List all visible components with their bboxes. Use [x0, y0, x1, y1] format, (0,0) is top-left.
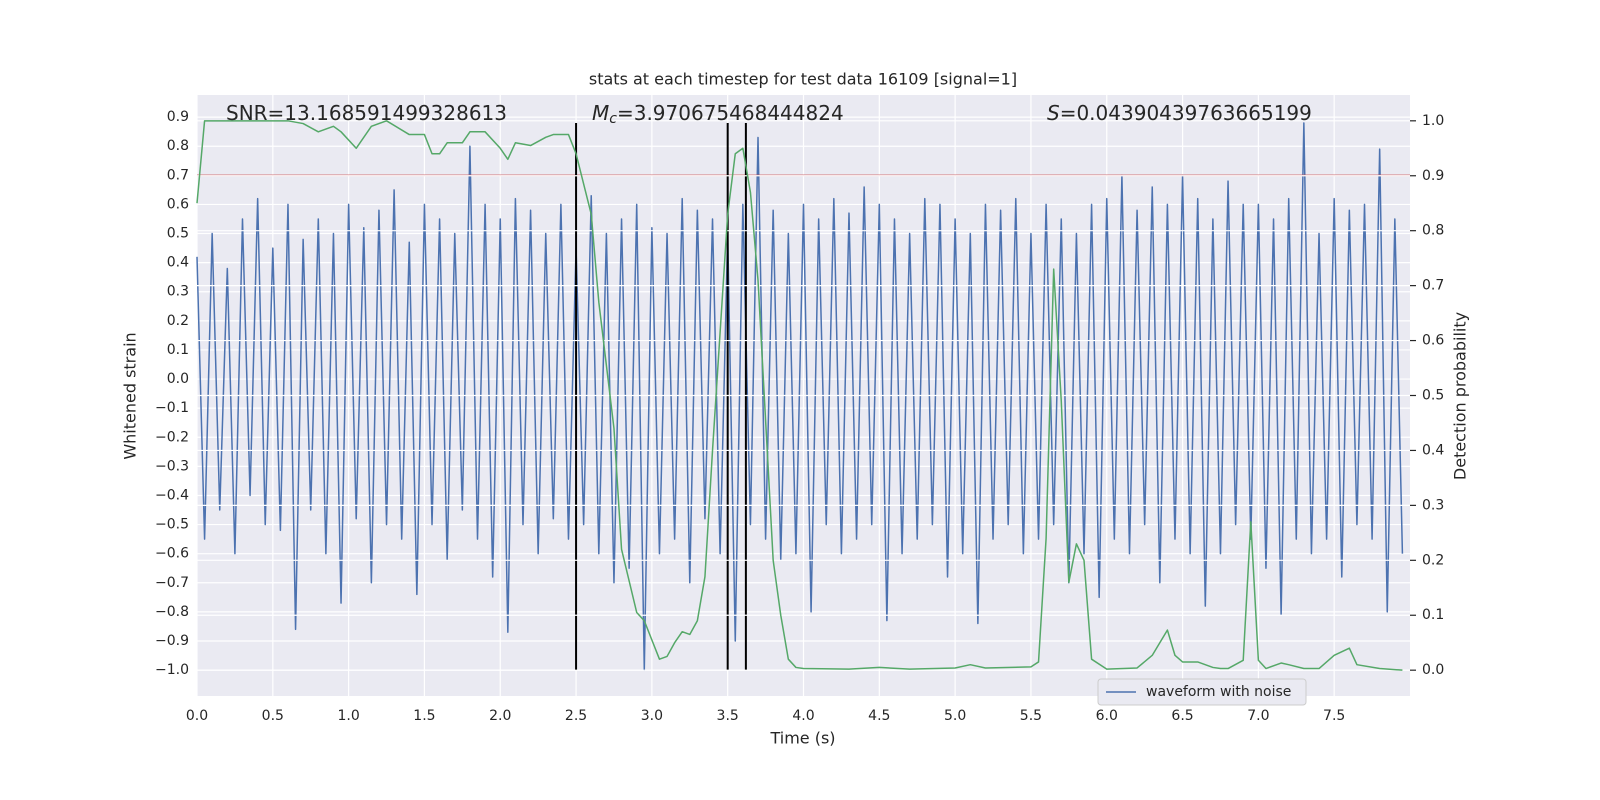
y2-tick-label: 0.8 [1422, 223, 1444, 239]
x-tick-label: 7.0 [1247, 708, 1269, 724]
y2-tick-label: 0.7 [1422, 278, 1444, 294]
y2-tick-label: 0.9 [1422, 168, 1444, 184]
y-tick-label: −0.7 [155, 575, 189, 591]
y2-tick-label: 0.5 [1422, 388, 1444, 404]
y-tick-label: 0.0 [167, 371, 189, 387]
x-tick-label: 3.0 [641, 708, 663, 724]
annotation-symbol: S [1047, 101, 1060, 125]
x-tick-label: 1.0 [337, 708, 359, 724]
y-tick-label: −0.3 [155, 458, 189, 474]
y-tick-label: 0.5 [167, 226, 189, 242]
y-tick-label: 0.8 [167, 138, 189, 154]
y-tick-label: 0.4 [167, 255, 189, 271]
x-tick-label: 2.0 [489, 708, 511, 724]
y2-tick-label: 1.0 [1422, 113, 1444, 129]
series-line [196, 120, 1403, 671]
y-tick-label: −0.1 [155, 400, 189, 416]
y2-tick-label: 0.2 [1422, 552, 1444, 568]
legend-label: waveform with noise [1146, 684, 1291, 700]
x-tick-label: 5.0 [944, 708, 966, 724]
y-tick-label: 0.2 [167, 313, 189, 329]
y2-tick-label: 0.0 [1422, 662, 1444, 678]
x-tick-label: 6.0 [1096, 708, 1118, 724]
y2-tick-label: 0.3 [1422, 497, 1444, 513]
annotation-text: =3.970675468444824 [617, 101, 844, 125]
y-tick-label: −1.0 [155, 662, 189, 678]
annotation-symbol: M [592, 101, 609, 125]
x-tick-label: 4.0 [792, 708, 814, 724]
x-axis-label: Time (s) [769, 729, 835, 748]
annotation-subscript: c [609, 111, 617, 127]
x-tick-label: 1.5 [413, 708, 435, 724]
x-tick-label: 3.5 [717, 708, 739, 724]
y2-tick-label: 0.4 [1422, 442, 1444, 458]
x-tick-label: 5.5 [1020, 708, 1042, 724]
x-tick-label: 4.5 [868, 708, 890, 724]
annotation: Mc=3.970675468444824 [592, 101, 844, 128]
y-tick-label: 0.3 [167, 284, 189, 300]
y-tick-label: 0.6 [167, 196, 189, 212]
y-tick-label: −0.5 [155, 517, 189, 533]
x-tick-label: 0.5 [262, 708, 284, 724]
y2-tick-label: 0.1 [1422, 607, 1444, 623]
y-tick-label: −0.8 [155, 604, 189, 620]
series-line [196, 122, 1404, 671]
x-tick-label: 6.5 [1171, 708, 1193, 724]
x-tick-label: 7.5 [1323, 708, 1345, 724]
y-tick-label: −0.4 [155, 487, 189, 503]
y-axis-label: Whitened strain [121, 332, 140, 459]
annotation: S=0.04390439763665199 [1047, 101, 1312, 125]
y2-tick-label: 0.6 [1422, 333, 1444, 349]
y-tick-label: 0.9 [167, 109, 189, 125]
x-tick-label: 2.5 [565, 708, 587, 724]
legend-box [1097, 678, 1307, 706]
y-tick-label: 0.7 [167, 167, 189, 183]
annotation: SNR=13.168591499328613 [226, 101, 507, 125]
y2-axis-label: Detection probability [1451, 312, 1470, 480]
chart-title: stats at each timestep for test data 161… [589, 70, 1017, 89]
y-tick-label: −0.6 [155, 546, 189, 562]
y-tick-label: −0.2 [155, 429, 189, 445]
legend: waveform with noise [1097, 678, 1307, 706]
annotation-text: =0.04390439763665199 [1060, 101, 1312, 125]
y-tick-label: −0.9 [155, 633, 189, 649]
annotation-text: SNR=13.168591499328613 [226, 101, 507, 125]
x-tick-label: 0.0 [186, 708, 208, 724]
y-tick-label: 0.1 [167, 342, 189, 358]
